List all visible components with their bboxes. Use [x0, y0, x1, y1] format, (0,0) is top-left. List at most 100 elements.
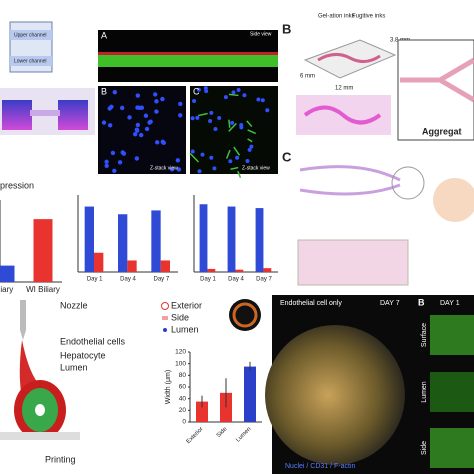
- label: DAY 1: [440, 300, 460, 307]
- nucleus: [153, 92, 158, 97]
- y-tick-label: 120: [175, 349, 186, 356]
- ink: [317, 53, 381, 63]
- label: Nuclei / CD31 / F-actin: [285, 463, 356, 470]
- nucleus: [230, 120, 235, 125]
- label: Surface: [421, 323, 428, 347]
- label: 12 mm: [335, 86, 353, 92]
- bar: [235, 269, 244, 272]
- diagram: [397, 39, 474, 141]
- bar: [0, 265, 15, 282]
- nucleus: [192, 98, 197, 103]
- cell-layer: [98, 52, 278, 55]
- nucleus: [154, 140, 160, 145]
- legend-label: Lumen: [171, 324, 199, 334]
- fiber: [225, 149, 231, 159]
- nucleus: [110, 150, 116, 156]
- x-tick-label: Day 1: [200, 277, 216, 283]
- bar: [244, 366, 256, 422]
- duct: [299, 165, 401, 196]
- label: Endothelial cells: [60, 336, 126, 346]
- label: Printing: [45, 454, 76, 464]
- cell-layer: [98, 55, 278, 67]
- nucleus: [197, 169, 202, 174]
- x-tick-label: Lumen: [235, 426, 252, 443]
- panel-label: C: [282, 149, 292, 164]
- micro-inset: [430, 315, 474, 355]
- nucleus: [208, 119, 213, 124]
- panel-label: B: [282, 21, 291, 36]
- nucleus: [175, 158, 181, 163]
- nucleus: [148, 119, 153, 124]
- micro-inset: [430, 428, 474, 468]
- legend-label: Side: [171, 312, 189, 322]
- x-tick-label: iliary: [0, 285, 13, 294]
- label: Hepatocyte: [60, 350, 106, 360]
- y-tick-label: 100: [175, 360, 186, 367]
- y-tick-label: 80: [179, 372, 187, 379]
- nucleus: [120, 150, 125, 155]
- y-tick-label: 0: [182, 419, 186, 426]
- bar: [151, 210, 161, 272]
- legend-label: Exterior: [171, 300, 202, 310]
- nucleus: [119, 105, 125, 111]
- nucleus: [169, 167, 175, 172]
- nucleus: [178, 101, 183, 107]
- fiber: [230, 166, 239, 170]
- nucleus: [137, 105, 142, 111]
- fiber: [246, 120, 253, 128]
- bar: [220, 392, 232, 422]
- bar: [263, 268, 272, 272]
- nucleus: [154, 99, 159, 104]
- fiber: [233, 146, 241, 156]
- reservoir: [2, 100, 32, 130]
- fiber: [237, 170, 242, 179]
- lumen: [35, 404, 45, 416]
- y-tick-label: 60: [179, 384, 187, 391]
- nucleus: [242, 93, 247, 98]
- fiber: [247, 129, 257, 135]
- y-axis-label: Width (μm): [165, 370, 172, 404]
- x-tick-label: Day 7: [256, 277, 272, 283]
- panel-label: B: [101, 86, 107, 96]
- nucleus: [228, 159, 233, 164]
- nucleus: [107, 123, 113, 128]
- nucleus: [144, 126, 150, 132]
- tissue: [265, 325, 405, 465]
- nucleus: [200, 152, 205, 157]
- nucleus: [135, 93, 141, 98]
- nucleus: [112, 90, 118, 95]
- channel: [400, 57, 474, 103]
- bar: [94, 252, 104, 272]
- fiber: [189, 152, 200, 163]
- x-tick-label: Day 7: [153, 277, 169, 283]
- upper-channel: [10, 30, 52, 40]
- micro-image: [190, 86, 278, 174]
- label: Side view: [250, 31, 272, 37]
- x-tick-label: Side: [216, 426, 229, 439]
- lower-channel: [10, 56, 52, 66]
- label: Lumen: [421, 381, 428, 403]
- legend-marker: [161, 302, 169, 310]
- nucleus: [249, 144, 254, 149]
- nucleus: [134, 127, 140, 132]
- nucleus: [203, 86, 208, 91]
- bar: [196, 401, 208, 422]
- nucleus: [247, 147, 252, 152]
- ring: [232, 302, 258, 328]
- label: Aggregat: [422, 126, 462, 136]
- bar: [227, 206, 236, 272]
- nucleus: [104, 159, 109, 165]
- nucleus: [190, 149, 195, 154]
- legend-marker: [163, 328, 167, 332]
- label: 6 mm: [300, 74, 315, 80]
- nucleus: [135, 122, 141, 128]
- micro-image: [98, 86, 186, 174]
- cell-diagram: [433, 178, 474, 222]
- fiber: [228, 122, 237, 132]
- chart-title: pression: [0, 180, 34, 190]
- label: Z-stack view: [242, 165, 270, 171]
- label: Upper channel: [14, 32, 47, 38]
- tissue-diagram: [297, 239, 409, 286]
- nucleus: [160, 139, 165, 144]
